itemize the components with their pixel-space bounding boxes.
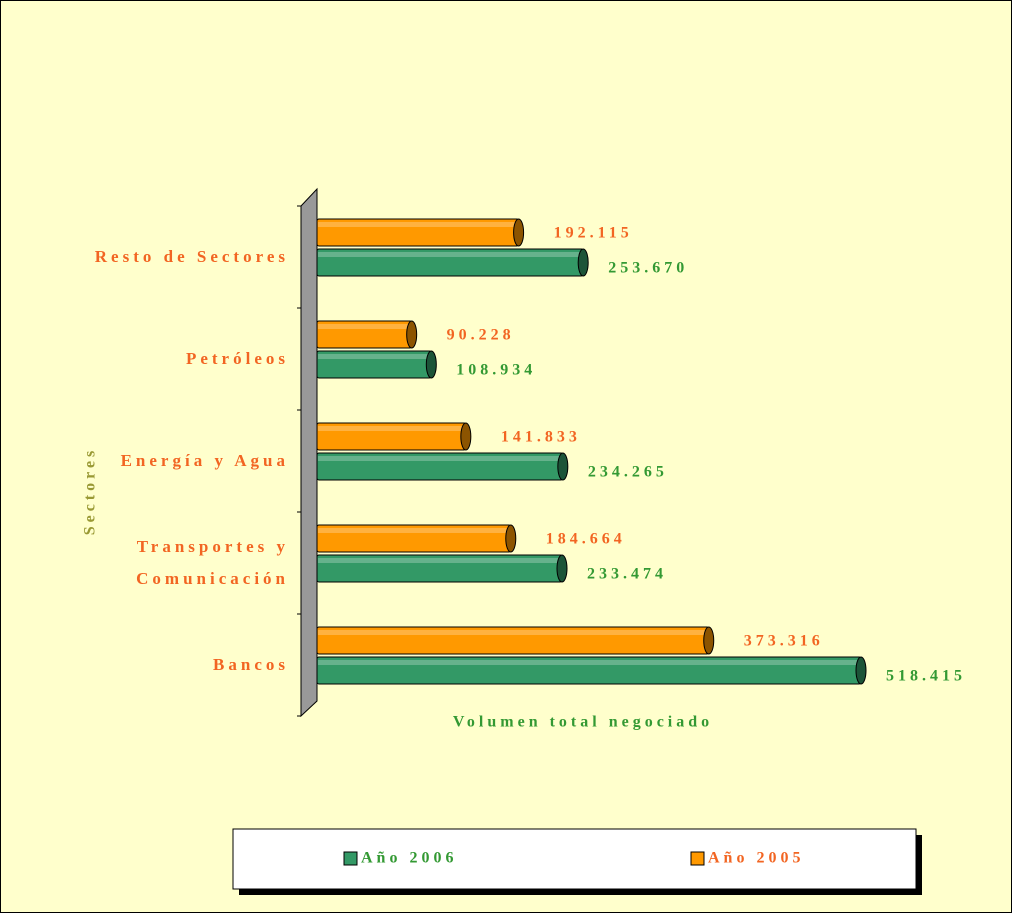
legend-label: Año 2005 [708,850,804,867]
bar-cap [577,248,589,277]
bar-highlight [318,426,465,431]
category-label: Petróleos [185,349,289,368]
bar-highlight [318,528,510,533]
value-label: 192.115 [554,225,633,242]
y-axis-title: Sectores [82,447,99,536]
bar [316,554,568,583]
bar [316,422,472,451]
bar-highlight [318,630,708,635]
bar-cap [425,350,437,379]
bar-cap [855,656,867,685]
value-label: 253.670 [608,260,688,277]
bar-cap [406,320,418,349]
bar-cap [460,422,472,451]
category-label: Transportes y Comunicación [136,537,289,588]
bar [316,656,867,685]
bar-highlight [318,456,562,461]
bar [316,452,569,481]
legend-swatch [343,851,358,866]
value-label: 90.228 [447,327,515,344]
bar [316,626,715,655]
bar-highlight [318,354,431,359]
value-label: 108.934 [456,362,536,379]
bar-highlight [318,660,860,665]
value-label: 184.664 [546,531,626,548]
legend-swatch [690,851,705,866]
bar-highlight [318,324,411,329]
value-label: 233.474 [587,566,667,583]
bar [316,218,525,247]
legend-box [232,828,917,890]
axis-wall [300,187,318,718]
value-label: 234.265 [588,464,668,481]
bar-cap [513,218,525,247]
category-label: Energía y Agua [120,451,289,470]
legend-label: Año 2006 [361,850,457,867]
bar [316,320,418,349]
x-axis-title: Volumen total negociado [453,714,713,731]
category-label: Resto de Sectores [94,247,289,266]
value-label: 518.415 [886,668,966,685]
bar [316,524,517,553]
bar-cap [505,524,517,553]
bar-highlight [318,252,583,257]
value-label: 141.833 [501,429,581,446]
value-label: 373.316 [744,633,824,650]
bar-cap [703,626,715,655]
bar [316,350,437,379]
bar-highlight [318,558,561,563]
category-label: Bancos [213,655,289,674]
bar-cap [556,554,568,583]
bar-highlight [318,222,518,227]
bar [316,248,589,277]
bar-cap [557,452,569,481]
